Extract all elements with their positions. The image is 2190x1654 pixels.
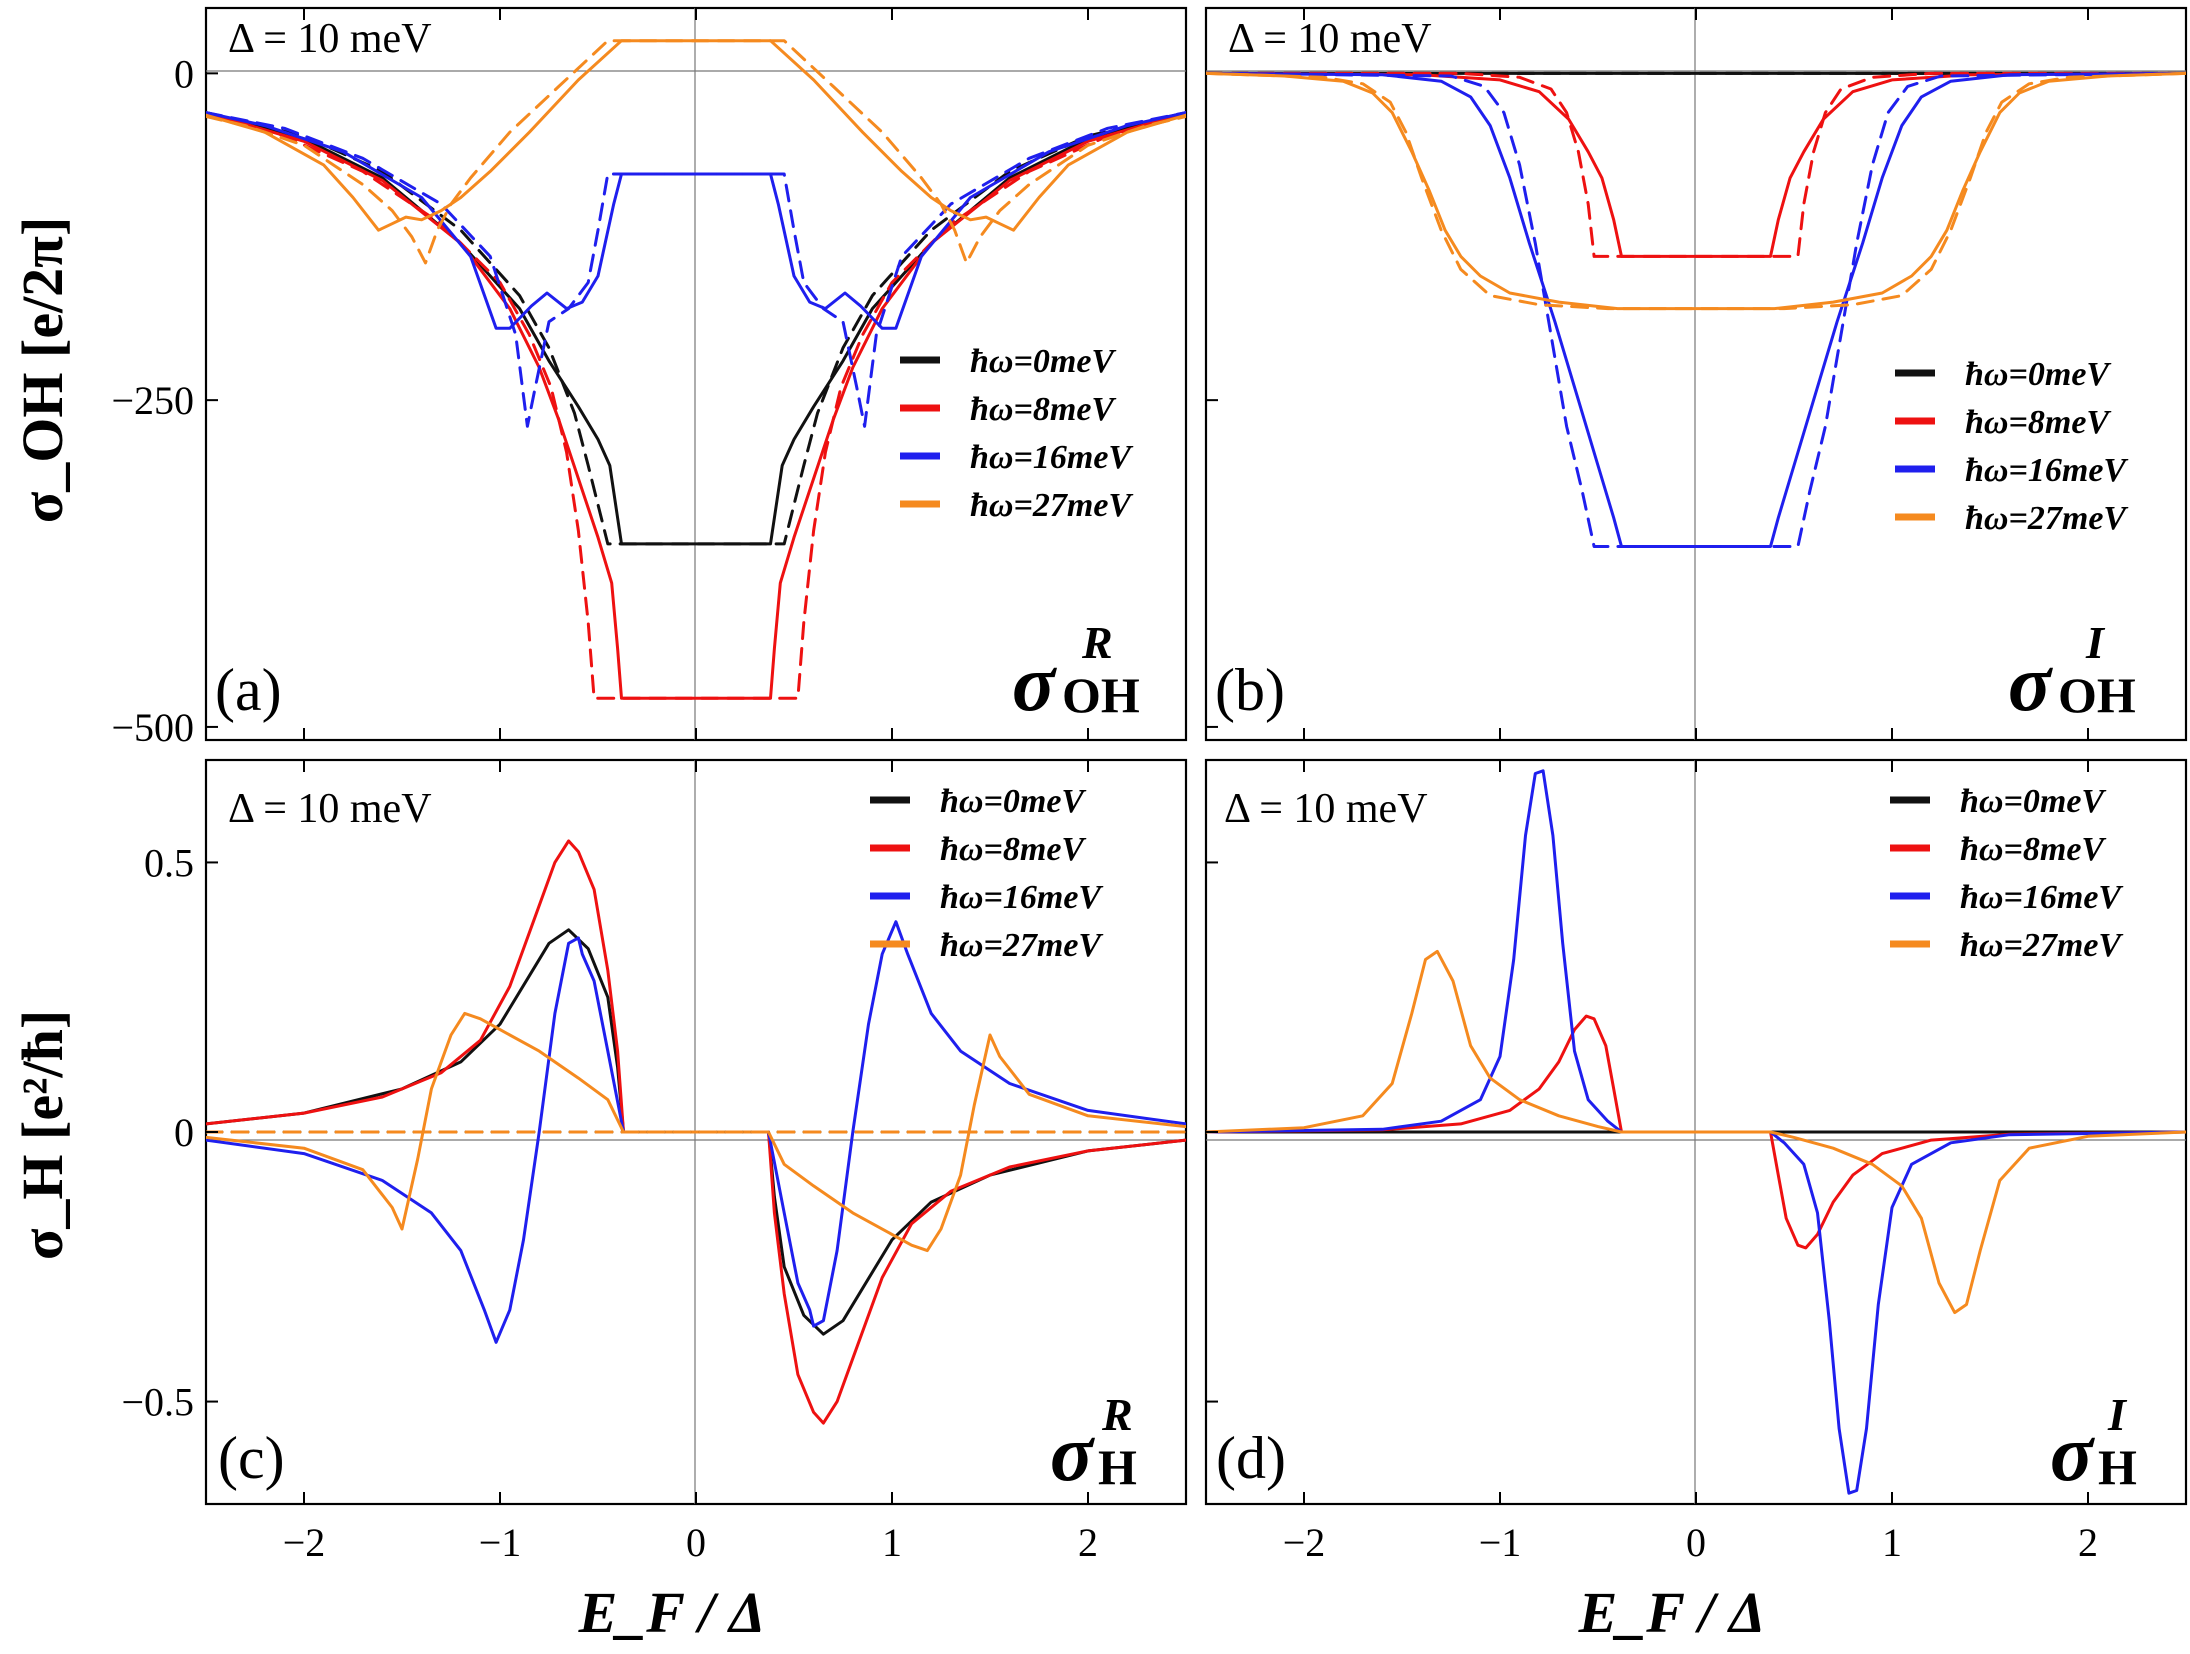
- panel-a-series-8mev-solid: [206, 111, 1186, 700]
- panel-c-legend-label: ħω=8meV: [940, 831, 1086, 868]
- panel-c-delta-label: Δ = 10 meV: [228, 786, 432, 832]
- panel-c-legend: ħω=0meV ħω=8meV ħω=16meV ħω=27meV: [870, 783, 1103, 964]
- panel-a: 0−250−500 Δ = 10 meV (a) σ OH R ħω=0meVħ…: [111, 6, 1188, 750]
- panel-a-legend: ħω=0meV ħω=8meV ħω=16meV ħω=27meV: [900, 343, 1133, 524]
- panel-d-xtick-label: 2: [2078, 1520, 2098, 1565]
- panel-d: −2 −1 0 1 2 Δ = 10 meV (d) σ H I ħω=0meV ħω=8…: [1204, 758, 2188, 1565]
- panel-a-curves: [206, 39, 1186, 700]
- panel-c: 0.5 0 −0.5 −2 −1 0 1 2 Δ = 10 meV (c) σ H R ħω…: [121, 758, 1188, 1565]
- x-axis-title-left: E_F / Δ: [578, 1580, 766, 1645]
- y-axis-title-top: σ_OH [e/2π]: [10, 217, 75, 524]
- panel-d-tag: (d): [1216, 1425, 1286, 1491]
- panel-d-delta-label: Δ = 10 meV: [1224, 786, 1428, 832]
- panel-b-series-8mev-solid: [1206, 71, 2186, 258]
- panel-b-series-27mev-solid: [1206, 71, 2186, 311]
- panel-a-legend-label: ħω=27meV: [970, 487, 1133, 524]
- panel-a-ytick-label: −250: [111, 378, 194, 423]
- panel-c-legend-label: ħω=27meV: [940, 927, 1103, 964]
- panel-c-ytick-label: 0.5: [144, 840, 194, 885]
- panel-a-yticks: 0 −250 −500: [111, 51, 218, 750]
- panel-c-xtick-label: 0: [686, 1520, 706, 1565]
- panel-c-xtick-label: −2: [283, 1520, 326, 1565]
- panel-a-series-0mev-dashed: [206, 111, 1186, 546]
- panel-b-series-16mev-dashed: [1206, 71, 2186, 548]
- panel-c-series-27mev-solid: [206, 1011, 1186, 1253]
- panel-b-curves: [1206, 71, 2186, 548]
- panel-b-series-8mev-dashed: [1206, 71, 2186, 258]
- panel-d-legend-label: ħω=0meV: [1960, 783, 2106, 820]
- panel-b-legend-label: ħω=16meV: [1965, 452, 2128, 489]
- panel-c-legend-label: ħω=16meV: [940, 879, 1103, 916]
- panel-b-tag: (b): [1215, 657, 1285, 723]
- panel-d-yticks: [1206, 861, 1218, 1403]
- panel-a-series-8mev-dashed: [206, 111, 1186, 700]
- panel-b-delta-label: Δ = 10 meV: [1228, 16, 1432, 62]
- panel-c-ytick-label: 0: [174, 1110, 194, 1155]
- panel-d-symbol-sup: I: [2107, 1389, 2128, 1440]
- panel-d-xtick-label: −1: [1479, 1520, 1522, 1565]
- panel-d-curves: [1206, 769, 2186, 1495]
- panel-c-xtick-label: −1: [479, 1520, 522, 1565]
- panel-a-delta-label: Δ = 10 meV: [228, 16, 432, 62]
- panel-a-legend-label: ħω=0meV: [970, 343, 1116, 380]
- panel-a-symbol-sub: OH: [1062, 667, 1140, 723]
- panel-d-legend-label: ħω=27meV: [1960, 927, 2123, 964]
- panel-b-yticks: [1206, 399, 1218, 728]
- panel-b-xticks: [1303, 8, 2089, 740]
- panel-d-xtick-label: −2: [1283, 1520, 1326, 1565]
- panel-b-legend-label: ħω=27meV: [1965, 500, 2128, 537]
- panel-a-ytick-label: 0: [174, 51, 194, 96]
- panel-a-series-27mev-solid: [206, 39, 1186, 232]
- panel-b-symbol-sub: OH: [2058, 667, 2136, 723]
- panel-b: Δ = 10 meV (b) σ OH I ħω=0meV ħω=8meV ħω=1…: [1204, 6, 2188, 742]
- panel-a-legend-label: ħω=8meV: [970, 391, 1116, 428]
- panel-d-legend-label: ħω=8meV: [1960, 831, 2106, 868]
- y-axis-title-bottom: σ_H [e²/ħ]: [10, 1010, 75, 1260]
- panel-c-symbol-sub: H: [1098, 1439, 1137, 1495]
- panel-d-xtick-label: 0: [1686, 1520, 1706, 1565]
- x-axis-title-right: E_F / Δ: [1578, 1580, 1766, 1645]
- panel-d-symbol-sub: H: [2098, 1439, 2137, 1495]
- panel-b-symbol-sup: I: [2085, 617, 2106, 668]
- panel-c-symbol-sup: R: [1101, 1389, 1133, 1440]
- panel-a-legend-label: ħω=16meV: [970, 439, 1133, 476]
- panel-c-xticks: −2 −1 0 1 2: [283, 760, 1098, 1565]
- panel-d-xtick-label: 1: [1882, 1520, 1902, 1565]
- panel-b-legend: ħω=0meV ħω=8meV ħω=16meV ħω=27meV: [1895, 356, 2128, 537]
- panel-a-series-16mev-solid: [206, 111, 1186, 330]
- panel-b-legend-label: ħω=8meV: [1965, 404, 2111, 441]
- panel-a-symbol: σ: [1012, 640, 1057, 728]
- panel-a-symbol-sup: R: [1081, 617, 1113, 668]
- panel-b-symbol: σ: [2008, 640, 2053, 728]
- panel-c-tag: (c): [218, 1425, 285, 1491]
- panel-d-legend: ħω=0meV ħω=8meV ħω=16meV ħω=27meV: [1890, 783, 2123, 964]
- panel-a-xticks: [303, 8, 1089, 740]
- panel-c-yticks: 0.5 0 −0.5: [121, 840, 218, 1425]
- panel-a-series-27mev-dashed: [206, 39, 1186, 265]
- panel-d-xticks: −2 −1 0 1 2: [1283, 760, 2098, 1565]
- panel-c-symbol: σ: [1050, 1410, 1095, 1498]
- panel-a-tag: (a): [215, 657, 282, 723]
- panel-c-curves: [206, 839, 1186, 1425]
- panel-c-ytick-label: −0.5: [121, 1380, 194, 1425]
- panel-d-legend-label: ħω=16meV: [1960, 879, 2123, 916]
- panel-c-legend-label: ħω=0meV: [940, 783, 1086, 820]
- panel-b-legend-label: ħω=0meV: [1965, 356, 2111, 393]
- panel-c-xtick-label: 1: [882, 1520, 902, 1565]
- panel-c-xtick-label: 2: [1078, 1520, 1098, 1565]
- panel-a-series-16mev-dashed: [206, 111, 1186, 428]
- panel-d-symbol: σ: [2050, 1410, 2095, 1498]
- panel-d-series-27mev-solid: [1206, 949, 2186, 1315]
- panel-b-series-27mev-dashed: [1206, 71, 2186, 311]
- panel-a-ytick-label: −500: [111, 705, 194, 750]
